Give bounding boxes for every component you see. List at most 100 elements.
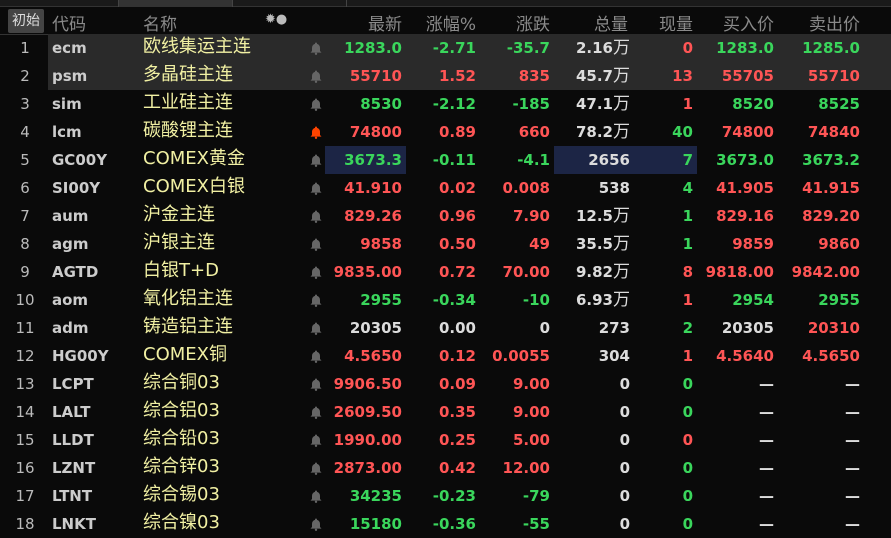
bid-price: 4.5640 (716, 347, 774, 365)
current-volume: 1 (682, 347, 693, 365)
alert-bell-icon[interactable] (310, 154, 322, 167)
table-row[interactable]: 10 aom 氧化铝主连 2955 -0.34 -10 6.93万 1 2954 2955 (0, 286, 891, 314)
change: -79 (522, 487, 550, 505)
header-latest[interactable]: 最新 (368, 15, 402, 35)
alert-bell-icon[interactable] (310, 70, 322, 83)
symbol-code: LTNT (52, 487, 93, 505)
alert-bell-icon[interactable] (310, 434, 322, 447)
alert-bell-icon[interactable] (310, 210, 322, 223)
header-change-pct[interactable]: 涨幅% (425, 15, 476, 35)
header-name[interactable]: 名称 (143, 15, 177, 35)
tab[interactable] (118, 0, 232, 7)
change: 7.90 (512, 207, 550, 225)
bid-price: — (759, 515, 774, 533)
alert-bell-icon[interactable] (310, 462, 322, 475)
current-volume: 7 (682, 151, 693, 169)
alert-bell-icon[interactable] (310, 126, 322, 139)
header-ask[interactable]: 卖出价 (809, 15, 860, 35)
alert-bell-icon[interactable] (310, 490, 322, 503)
ask-price: — (845, 487, 860, 505)
total-volume: 0 (619, 375, 630, 393)
header-cur-volume[interactable]: 现量 (659, 15, 693, 35)
change: 12.00 (502, 459, 550, 477)
change-pct: 0.09 (438, 375, 476, 393)
alert-bell-icon[interactable] (310, 238, 322, 251)
tab[interactable] (232, 0, 346, 7)
change: 0.008 (502, 179, 550, 197)
table-row[interactable]: 3 sim 工业硅主连 8530 -2.12 -185 47.1万 1 8520 8525 (0, 90, 891, 118)
total-volume: 78.2万 (575, 122, 630, 142)
alert-bell-icon[interactable] (310, 322, 322, 335)
change: -55 (522, 515, 550, 533)
alert-bell-icon[interactable] (310, 182, 322, 195)
row-index: 1 (20, 39, 30, 57)
bid-price: 9818.00 (705, 263, 774, 281)
row-index: 2 (20, 67, 30, 85)
alert-bell-icon[interactable] (310, 42, 322, 55)
tab[interactable] (346, 0, 546, 7)
alert-bell-icon[interactable] (310, 98, 322, 111)
latest-price: 9858 (360, 235, 402, 253)
table-row[interactable]: 8 agm 沪银主连 9858 0.50 49 35.5万 1 9859 9860 (0, 230, 891, 258)
symbol-code: LLDT (52, 431, 94, 449)
table-row[interactable]: 15 LLDT 综合铅03 1990.00 0.25 5.00 0 0 — — (0, 426, 891, 454)
table-row[interactable]: 1 ecm 欧线集运主连 1283.0 -2.71 -35.7 2.16万 0 1283.0 12… (0, 34, 891, 62)
bid-price: 829.16 (716, 207, 774, 225)
change: 9.00 (512, 403, 550, 421)
header-bid[interactable]: 买入价 (723, 15, 774, 35)
ask-price: 2955 (818, 291, 860, 309)
symbol-code: sim (52, 95, 82, 113)
table-row[interactable]: 13 LCPT 综合铜03 9906.50 0.09 9.00 0 0 — — (0, 370, 891, 398)
symbol-name: 综合铅03 (143, 428, 220, 449)
table-row[interactable]: 12 HG00Y COMEX铜 4.5650 0.12 0.0055 304 1 4.5640 4… (0, 342, 891, 370)
current-volume: 0 (682, 39, 693, 57)
table-row[interactable]: 7 aum 沪金主连 829.26 0.96 7.90 12.5万 1 829.16 829.20 (0, 202, 891, 230)
alert-bell-icon[interactable] (310, 294, 322, 307)
table-row[interactable]: 16 LZNT 综合锌03 2873.00 0.42 12.00 0 0 — — (0, 454, 891, 482)
alert-bell-icon[interactable] (310, 350, 322, 363)
top-tab-strip (0, 0, 891, 7)
alert-bell-icon[interactable] (310, 266, 322, 279)
symbol-name: 综合镍03 (143, 512, 220, 533)
bid-price: — (759, 403, 774, 421)
latest-price: 2609.50 (333, 403, 402, 421)
change: 835 (518, 67, 550, 85)
change-pct: 0.96 (438, 207, 476, 225)
alert-bell-icon[interactable] (310, 406, 322, 419)
symbol-name: 综合锌03 (143, 456, 220, 477)
table-row[interactable]: 11 adm 铸造铝主连 20305 0.00 0 273 2 20305 20310 (0, 314, 891, 342)
bid-price: — (759, 375, 774, 393)
latest-price: 4.5650 (344, 347, 402, 365)
init-button[interactable]: 初始 (8, 9, 44, 33)
change: 0 (539, 319, 550, 337)
change: -35.7 (506, 39, 550, 57)
bid-price: 20305 (721, 319, 774, 337)
alert-bell-icon[interactable] (310, 518, 322, 531)
total-volume: 9.82万 (575, 262, 630, 282)
header-code[interactable]: 代码 (52, 15, 86, 35)
header-volume[interactable]: 总量 (594, 15, 628, 35)
current-volume: 0 (682, 431, 693, 449)
table-row[interactable]: 14 LALT 综合铝03 2609.50 0.35 9.00 0 0 — — (0, 398, 891, 426)
table-row[interactable]: 4 lcm 碳酸锂主连 74800 0.89 660 78.2万 40 74800 74840 (0, 118, 891, 146)
alert-bell-icon[interactable] (310, 378, 322, 391)
row-index: 5 (20, 151, 30, 169)
settings-toggle-icon[interactable]: ✹● (265, 12, 288, 27)
change: -185 (512, 95, 550, 113)
table-row[interactable]: 5 GC00Y COMEX黄金 3673.3 -0.11 -4.1 2656 7 3673.0 3… (0, 146, 891, 174)
change-pct: -0.11 (432, 151, 476, 169)
change: 0.0055 (492, 347, 550, 365)
table-header: 初始 代码 名称 ✹● 最新 涨幅% 涨跌 总量 现量 买入价 卖出价 (0, 7, 891, 35)
change-pct: -0.23 (432, 487, 476, 505)
table-row[interactable]: 18 LNKT 综合镍03 15180 -0.36 -55 0 0 — — (0, 510, 891, 538)
latest-price: 20305 (349, 319, 402, 337)
table-row[interactable]: 2 psm 多晶硅主连 55710 1.52 835 45.7万 13 55705 55710 (0, 62, 891, 90)
cell-highlight (554, 146, 697, 174)
latest-price: 74800 (349, 123, 402, 141)
table-row[interactable]: 9 AGTD 白银T+D 9835.00 0.72 70.00 9.82万 8 9818.00 9… (0, 258, 891, 286)
table-row[interactable]: 6 SI00Y COMEX白银 41.910 0.02 0.008 538 4 41.905 41… (0, 174, 891, 202)
ask-price: — (845, 431, 860, 449)
header-change[interactable]: 涨跌 (516, 15, 550, 35)
bid-price: — (759, 487, 774, 505)
table-row[interactable]: 17 LTNT 综合锡03 34235 -0.23 -79 0 0 — — (0, 482, 891, 510)
